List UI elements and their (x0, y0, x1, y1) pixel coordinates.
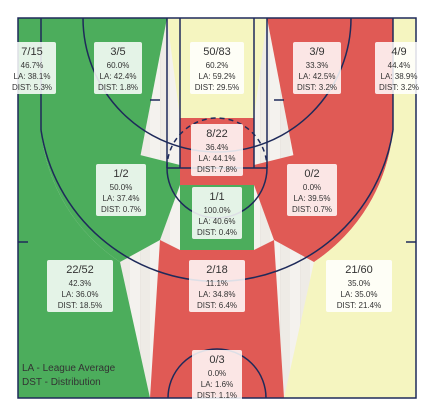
la-text: LA: 37.4% (103, 194, 140, 203)
dist-text: DIST: 1.8% (98, 83, 138, 92)
la-text: LA: 36.0% (62, 290, 99, 299)
legend: LA - League Average DST - Distribution (22, 363, 116, 388)
fg-pct-text: 42.3% (69, 279, 92, 288)
fg-pct-text: 33.3% (306, 61, 329, 70)
la-text: LA: 38.1% (14, 72, 51, 81)
dist-text: DIST: 0.4% (197, 228, 237, 237)
label-left-baseline-mid: 22/52 42.3% LA: 36.0% DIST: 18.5% (47, 260, 113, 312)
dist-text: DIST: 1.1% (197, 391, 237, 400)
fraction-text: 7/15 (21, 46, 42, 58)
fg-pct-text: 35.0% (348, 279, 371, 288)
dist-text: DIST: 18.5% (58, 301, 102, 310)
fraction-text: 0/3 (209, 354, 224, 366)
zone-paint-lower (150, 240, 284, 398)
label-paint-center: 1/1 100.0% LA: 40.6% DIST: 0.4% (192, 187, 242, 239)
fg-pct-text: 0.0% (303, 183, 321, 192)
fraction-text: 1/2 (113, 168, 128, 180)
dist-text: DIST: 3.2% (297, 83, 337, 92)
fraction-text: 8/22 (206, 128, 227, 140)
la-text: LA: 40.6% (199, 217, 236, 226)
la-text: LA: 35.0% (341, 290, 378, 299)
label-right-elbow: 0/2 0.0% LA: 39.5% DIST: 0.7% (287, 164, 337, 216)
fraction-text: 21/60 (345, 264, 373, 276)
label-restricted-area: 0/3 0.0% LA: 1.6% DIST: 1.1% (192, 350, 242, 402)
fg-pct-text: 60.2% (206, 61, 229, 70)
fraction-text: 1/1 (209, 191, 224, 203)
label-right-corner-three: 4/9 44.4% LA: 38.9% DIST: 3.2% (375, 42, 423, 94)
label-left-elbow: 1/2 50.0% LA: 37.4% DIST: 0.7% (96, 164, 146, 216)
fraction-text: 3/5 (110, 46, 125, 58)
la-text: LA: 42.5% (299, 72, 336, 81)
la-text: LA: 1.6% (201, 380, 233, 389)
dist-text: DIST: 21.4% (337, 301, 381, 310)
fraction-text: 4/9 (391, 46, 406, 58)
dist-text: DIST: 29.5% (195, 83, 239, 92)
label-top-key-three: 50/83 60.2% LA: 59.2% DIST: 29.5% (190, 42, 244, 94)
label-paint-lower: 2/18 11.1% LA: 34.8% DIST: 6.4% (189, 260, 245, 312)
legend-dst: DST - Distribution (22, 377, 101, 388)
dist-text: DIST: 7.8% (197, 165, 237, 174)
fg-pct-text: 100.0% (203, 206, 230, 215)
dist-text: DIST: 3.2% (379, 83, 419, 92)
la-text: LA: 59.2% (199, 72, 236, 81)
fg-pct-text: 36.4% (206, 143, 229, 152)
label-left-wing-three: 3/5 60.0% LA: 42.4% DIST: 1.8% (94, 42, 142, 94)
la-text: LA: 38.9% (381, 72, 418, 81)
fg-pct-text: 44.4% (388, 61, 411, 70)
label-left-corner-three: 7/15 46.7% LA: 38.1% DIST: 5.3% (8, 42, 56, 94)
legend-la: LA - League Average (22, 363, 116, 374)
dist-text: DIST: 5.3% (12, 83, 52, 92)
la-text: LA: 39.5% (294, 194, 331, 203)
fraction-text: 50/83 (203, 46, 231, 58)
dist-text: DIST: 0.7% (292, 205, 332, 214)
fg-pct-text: 11.1% (206, 279, 228, 288)
label-right-baseline-mid: 21/60 35.0% LA: 35.0% DIST: 21.4% (326, 260, 392, 312)
fg-pct-text: 0.0% (208, 369, 226, 378)
fraction-text: 2/18 (206, 264, 227, 276)
fraction-text: 0/2 (304, 168, 319, 180)
la-text: LA: 44.1% (199, 154, 236, 163)
fraction-text: 3/9 (309, 46, 324, 58)
label-right-wing-three: 3/9 33.3% LA: 42.5% DIST: 3.2% (293, 42, 341, 94)
zone-labels: 7/15 46.7% LA: 38.1% DIST: 5.3% 3/5 60.0… (8, 42, 423, 402)
dist-text: DIST: 6.4% (197, 301, 237, 310)
dist-text: DIST: 0.7% (101, 205, 141, 214)
fg-pct-text: 60.0% (107, 61, 130, 70)
la-text: LA: 42.4% (100, 72, 137, 81)
fg-pct-text: 46.7% (21, 61, 44, 70)
fraction-text: 22/52 (66, 264, 94, 276)
fg-pct-text: 50.0% (110, 183, 133, 192)
la-text: LA: 34.8% (199, 290, 236, 299)
label-free-throw-top: 8/22 36.4% LA: 44.1% DIST: 7.8% (191, 124, 243, 176)
